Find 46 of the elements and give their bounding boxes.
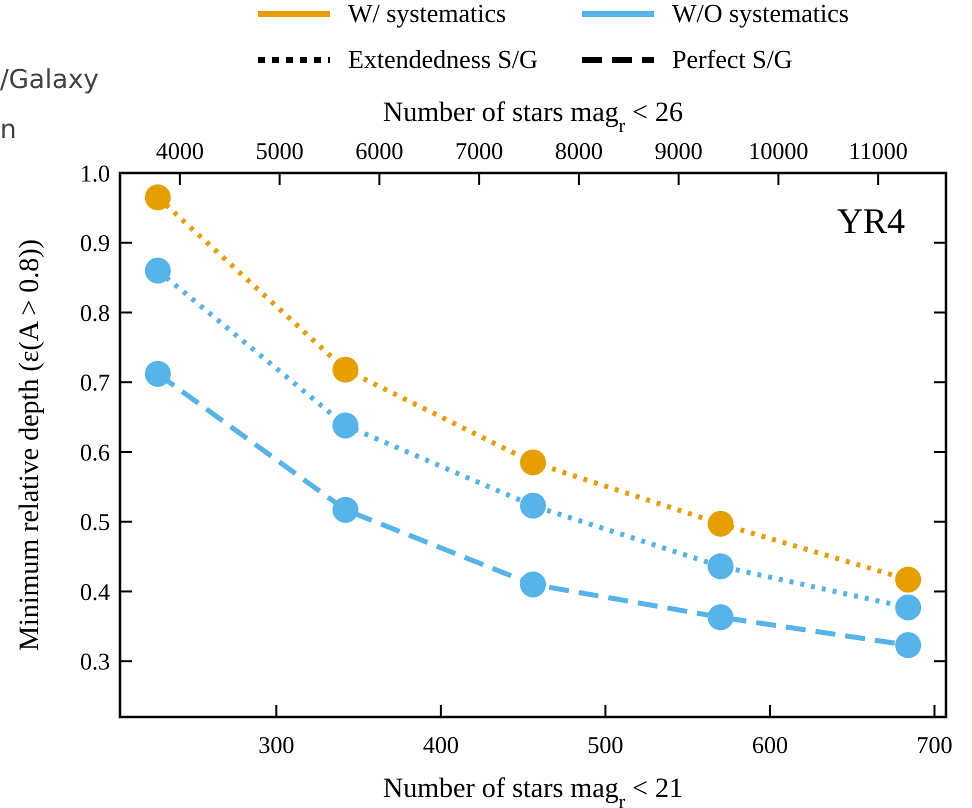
x-tick-label: 400 (422, 733, 459, 759)
text: W/ systematics (348, 0, 506, 28)
x-tick-label: 500 (587, 733, 624, 759)
point (332, 356, 358, 383)
point (520, 449, 546, 476)
point (895, 632, 922, 658)
point (708, 553, 734, 580)
point (520, 492, 546, 519)
y-tick-label: 0.3 (80, 650, 110, 676)
x2-tick-label: 10000 (748, 139, 808, 165)
y-tick-label: 0.7 (80, 370, 110, 397)
point (708, 604, 734, 630)
y-axis-title: Minimum relative depth (ε(A > 0.8)) (14, 239, 45, 651)
point (708, 510, 734, 537)
text: Perfect S/G (672, 45, 793, 74)
y-tick-label: 0.8 (80, 300, 110, 327)
point (895, 594, 922, 620)
text: Extendedness S/G (348, 45, 538, 74)
x2-tick-label: 5000 (256, 139, 304, 165)
x2-tick-label: 6000 (355, 139, 404, 165)
y-tick-label: 0.6 (80, 440, 110, 466)
text: n (0, 115, 16, 145)
y-tick-label: 1.0 (80, 161, 110, 188)
point (144, 184, 171, 210)
x2-tick-label: 8000 (554, 139, 603, 165)
point (520, 572, 546, 598)
point (144, 360, 171, 387)
x-tick-label: 700 (916, 733, 952, 759)
x2-axis-title: Number of stars mag$_{r}$ < 26 (383, 97, 683, 136)
text: /Galaxy (0, 65, 99, 95)
y-tick-label: 0.5 (80, 510, 110, 536)
x-tick-label: 300 (258, 733, 294, 759)
point (332, 412, 358, 438)
x2-tick-label: 9000 (654, 139, 703, 165)
x2-tick-label: 4000 (156, 139, 204, 165)
point (895, 566, 922, 593)
y-tick-label: 0.9 (80, 231, 110, 258)
point (332, 496, 358, 523)
point (144, 258, 171, 284)
x2-tick-label: 11000 (848, 139, 908, 165)
x2-tick-label: 7000 (455, 139, 504, 165)
annotation: YR4 (836, 201, 905, 241)
y-tick-label: 0.4 (80, 580, 110, 606)
x-tick-label: 600 (752, 733, 788, 759)
text: W/O systematics (672, 0, 849, 28)
x-axis-title: Number of stars mag$_{r}$ < 21 (383, 773, 683, 808)
